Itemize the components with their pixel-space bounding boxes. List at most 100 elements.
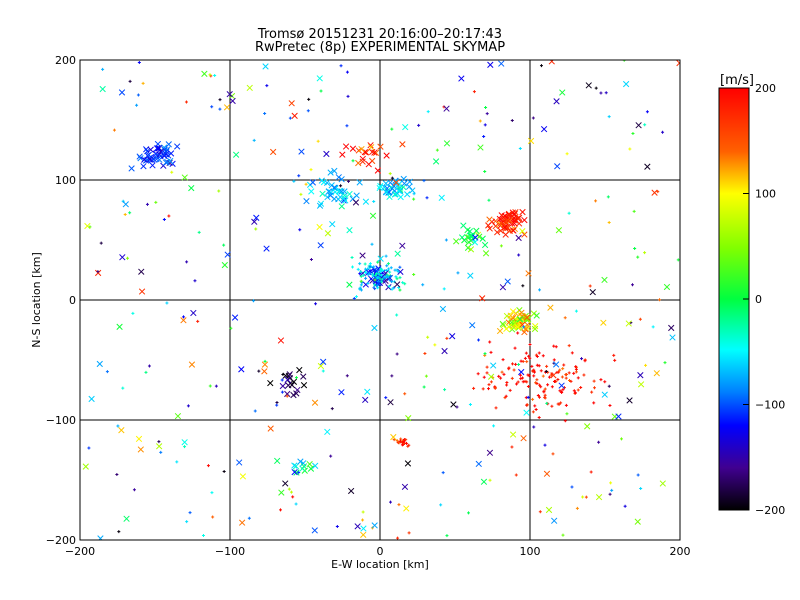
data-point-plus [218, 98, 222, 102]
data-point-plus [287, 487, 291, 491]
data-point-plus [319, 89, 323, 93]
data-point-plus [537, 364, 541, 368]
data-point-plus [554, 345, 558, 349]
data-point-x [479, 235, 486, 242]
data-point-plus [197, 230, 201, 234]
data-point-plus [499, 376, 503, 380]
data-point-plus [538, 288, 542, 292]
data-point-plus [563, 419, 567, 423]
data-point-x [116, 323, 123, 330]
data-point-x [167, 157, 174, 165]
data-point-x [145, 151, 152, 158]
data-point-plus [364, 276, 368, 280]
data-point-plus [397, 503, 401, 507]
data-point-x [514, 323, 521, 331]
x-tick-label: −100 [215, 545, 245, 558]
data-point-x [297, 458, 304, 465]
data-point-plus [339, 64, 343, 68]
data-point-plus [482, 135, 486, 139]
data-point-plus [545, 401, 549, 405]
data-point-x [520, 435, 527, 442]
data-point-plus [623, 504, 627, 508]
data-point-plus [304, 182, 308, 186]
data-point-plus [535, 354, 539, 358]
data-point-plus [263, 359, 267, 363]
data-point-plus [489, 380, 493, 384]
data-point-x [320, 358, 327, 365]
y-tick-label: 0 [69, 294, 76, 307]
data-point-x [383, 152, 390, 159]
grid-lines [80, 60, 680, 540]
data-point-plus [558, 368, 562, 372]
data-point-plus [607, 220, 611, 224]
data-point-plus [185, 520, 189, 524]
data-point-x [501, 224, 509, 231]
data-point-plus [580, 357, 584, 361]
data-point-plus [507, 366, 511, 370]
data-point-plus [193, 279, 197, 283]
data-point-x [499, 320, 506, 328]
data-point-plus [275, 403, 279, 407]
data-point-plus [390, 287, 394, 291]
data-point-plus [441, 471, 445, 475]
data-point-x [188, 361, 196, 368]
data-point-plus [387, 284, 391, 288]
data-point-plus [372, 265, 376, 269]
data-point-plus [505, 383, 509, 387]
data-point-plus [594, 86, 598, 90]
data-point-plus [521, 380, 525, 384]
data-point-plus [389, 266, 393, 270]
data-point-plus [306, 109, 310, 113]
data-point-plus [373, 283, 377, 287]
colorbar-tick-label: 0 [755, 293, 762, 306]
colorbar-tick-label: 100 [755, 188, 776, 201]
data-point-plus [222, 470, 226, 474]
data-point-x [509, 431, 517, 438]
data-point-x [481, 241, 489, 249]
data-point-x [156, 443, 163, 450]
data-point-x [316, 202, 324, 209]
data-point-x [239, 473, 247, 480]
data-point-plus [538, 383, 542, 387]
data-point-plus [417, 123, 421, 127]
data-point-plus [186, 404, 190, 408]
data-point-plus [552, 380, 556, 384]
data-point-plus [145, 202, 149, 206]
data-point-plus [374, 273, 378, 277]
data-point-plus [567, 371, 571, 375]
data-point-plus [188, 511, 192, 515]
data-point-plus [535, 378, 539, 382]
y-axis-label: N-S location [km] [30, 252, 43, 348]
y-tick-label: 200 [55, 54, 76, 67]
data-point-x [349, 145, 357, 152]
data-point-x [360, 525, 367, 532]
x-axis-ticks: −200 −100 0 100 200 [65, 60, 691, 558]
data-point-x [137, 446, 144, 453]
data-point-plus [123, 212, 127, 216]
data-point-x [399, 141, 406, 148]
data-point-x [201, 70, 208, 77]
data-point-x [376, 184, 383, 192]
data-point-x [527, 137, 535, 145]
data-point-x [342, 143, 350, 150]
data-point-x [637, 381, 645, 388]
data-point-x [515, 234, 522, 242]
data-point-x [521, 216, 528, 224]
data-point-plus [396, 536, 400, 540]
data-point-x [601, 276, 608, 284]
data-point-plus [551, 452, 555, 456]
data-point-x [332, 188, 339, 196]
data-point-plus [483, 123, 487, 127]
data-point-plus [379, 273, 383, 277]
data-point-x [558, 382, 565, 389]
data-point-x [374, 167, 382, 174]
data-point-x [393, 179, 400, 186]
data-point-plus [492, 424, 496, 428]
data-point-x [306, 460, 313, 468]
data-point-plus [581, 495, 585, 499]
data-point-plus [592, 401, 596, 405]
data-point-plus [565, 412, 569, 416]
data-point-plus [499, 244, 503, 248]
data-point-x [136, 153, 143, 160]
data-point-x [282, 480, 289, 487]
